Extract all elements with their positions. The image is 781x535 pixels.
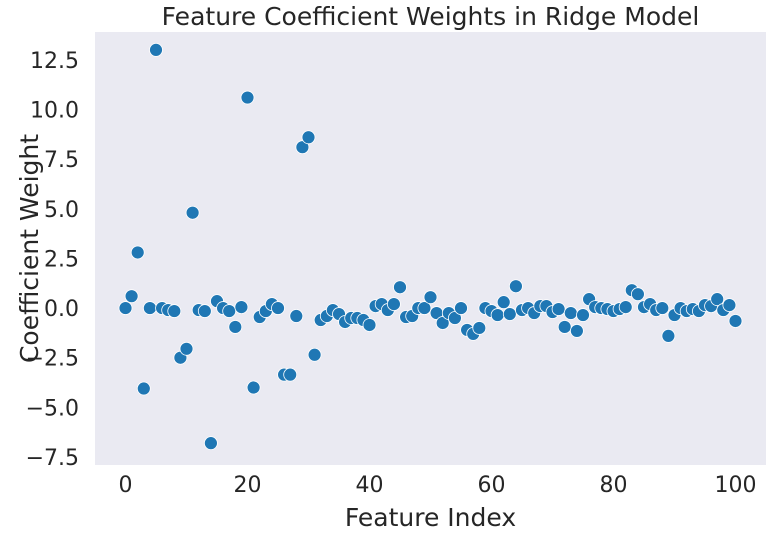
y-tick-label: −5.0 xyxy=(26,396,79,421)
data-point xyxy=(563,306,578,320)
data-point xyxy=(142,301,157,315)
data-point xyxy=(203,436,218,451)
x-axis-ticks: 0 20 40 60 80 100 xyxy=(119,473,757,498)
data-point xyxy=(179,341,194,356)
y-tick-label: 2.5 xyxy=(44,247,79,272)
data-point xyxy=(234,300,249,314)
data-point xyxy=(167,304,182,318)
x-tick-label: 100 xyxy=(715,473,757,498)
data-point xyxy=(576,308,590,322)
data-point xyxy=(240,90,255,105)
data-point xyxy=(618,300,633,314)
x-tick-label: 60 xyxy=(478,473,506,498)
data-point xyxy=(722,298,737,313)
data-point xyxy=(185,205,200,220)
data-point xyxy=(557,320,572,334)
data-point xyxy=(502,307,517,321)
y-tick-label: −2.5 xyxy=(26,347,79,372)
data-point xyxy=(149,42,163,57)
x-tick-label: 0 xyxy=(119,473,133,498)
data-point xyxy=(136,381,151,396)
data-point xyxy=(490,308,505,322)
data-point xyxy=(661,328,676,343)
x-tick-label: 80 xyxy=(600,473,628,498)
y-axis-label: Coefficient Weight xyxy=(15,134,44,363)
plot-area xyxy=(95,32,766,465)
data-point xyxy=(289,309,304,323)
y-tick-label: 12.5 xyxy=(30,49,79,74)
data-point xyxy=(362,318,377,332)
y-tick-label: −7.5 xyxy=(26,446,79,471)
y-tick-label: 0.0 xyxy=(44,297,79,322)
data-point xyxy=(728,314,743,328)
y-axis-ticks: −7.5 −5.0 −2.5 0.0 2.5 5.0 7.5 10.0 12.5 xyxy=(26,49,79,471)
data-point xyxy=(509,279,523,294)
data-point xyxy=(393,280,407,295)
data-points xyxy=(118,42,743,451)
data-point xyxy=(423,290,438,305)
data-point xyxy=(496,295,511,310)
data-point xyxy=(222,304,237,318)
data-point xyxy=(301,130,316,145)
data-point xyxy=(197,304,212,318)
data-point xyxy=(228,320,243,334)
chart-title: Feature Coefficient Weights in Ridge Mod… xyxy=(162,2,700,31)
data-point xyxy=(386,297,401,312)
data-point xyxy=(655,301,670,315)
data-point xyxy=(472,321,487,335)
y-tick-label: 10.0 xyxy=(30,98,79,123)
data-point xyxy=(307,347,322,362)
data-point xyxy=(130,245,145,260)
data-point xyxy=(447,311,462,325)
x-tick-label: 20 xyxy=(234,473,262,498)
data-point xyxy=(631,287,645,302)
data-point xyxy=(118,301,133,315)
x-tick-label: 40 xyxy=(356,473,384,498)
data-point xyxy=(435,316,450,330)
data-point xyxy=(454,301,468,315)
data-point xyxy=(710,292,725,307)
y-tick-label: 5.0 xyxy=(44,198,79,223)
data-point xyxy=(246,380,261,395)
x-axis-label: Feature Index xyxy=(345,503,516,532)
data-point xyxy=(271,301,285,315)
data-point xyxy=(570,324,584,338)
data-point xyxy=(417,301,432,315)
y-tick-label: 7.5 xyxy=(44,148,79,173)
data-point xyxy=(295,140,310,155)
data-point xyxy=(551,302,566,316)
data-point xyxy=(124,289,139,304)
data-point xyxy=(283,367,298,382)
